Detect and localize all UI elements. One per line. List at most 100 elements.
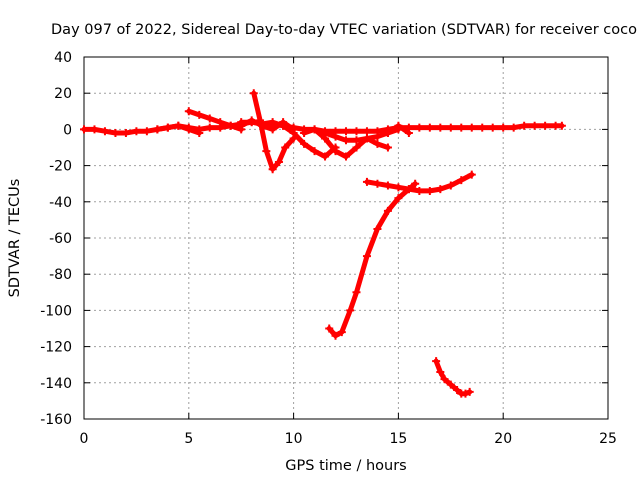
- y-tick-label: -40: [49, 195, 72, 211]
- x-tick-label: 0: [80, 431, 89, 447]
- series-arc-13: [432, 357, 474, 398]
- data-point: [174, 121, 183, 130]
- data-point: [289, 129, 298, 138]
- x-tick-label: 25: [599, 431, 617, 447]
- data-point: [432, 357, 441, 366]
- data-point: [457, 123, 466, 132]
- data-point: [184, 107, 193, 116]
- data-point: [184, 123, 193, 132]
- axis-ticks: 0 5 10 15 20 25 40 20 0 -20 -40 -60 -80 -100 -120 -140 -…: [40, 50, 617, 447]
- data-point: [352, 143, 361, 152]
- data-point: [465, 387, 474, 396]
- y-tick-label: 20: [54, 86, 72, 102]
- data-point: [337, 328, 346, 337]
- data-point: [520, 121, 529, 130]
- data-point: [153, 125, 162, 134]
- data-point: [321, 152, 330, 161]
- data-point: [321, 129, 330, 138]
- series-line: [433, 358, 473, 397]
- data-point: [268, 118, 277, 127]
- y-tick-label: 40: [54, 50, 72, 66]
- data-point: [352, 288, 361, 297]
- data-point: [216, 118, 225, 127]
- data-point: [436, 185, 445, 194]
- data-point: [352, 136, 361, 145]
- data-point: [453, 386, 462, 395]
- x-axis-label: GPS time / hours: [285, 458, 406, 474]
- data-point: [373, 132, 382, 141]
- data-point: [331, 331, 340, 340]
- data-point: [352, 127, 361, 136]
- data-series: [80, 89, 566, 398]
- data-point: [509, 123, 518, 132]
- data-point: [342, 152, 350, 161]
- x-tick-label: 15: [389, 431, 407, 447]
- data-point: [373, 224, 382, 233]
- data-point: [237, 121, 246, 130]
- data-point: [461, 389, 470, 398]
- y-tick-label: -160: [40, 412, 72, 428]
- chart-title: Day 097 of 2022, Sidereal Day-to-day VTE…: [51, 22, 637, 38]
- data-point: [446, 181, 455, 190]
- data-point: [530, 121, 539, 130]
- data-point: [331, 132, 340, 141]
- data-point: [488, 123, 497, 132]
- data-point: [249, 89, 258, 98]
- y-axis-label: SDTVAR / TECUs: [7, 179, 23, 298]
- data-point: [467, 170, 476, 179]
- data-point: [415, 186, 424, 195]
- grid-lines: [84, 57, 608, 419]
- data-point: [100, 127, 109, 136]
- data-point: [394, 121, 403, 130]
- data-point: [436, 123, 445, 132]
- data-point: [111, 129, 120, 138]
- data-point: [436, 367, 445, 376]
- y-tick-label: -80: [49, 267, 72, 283]
- data-point: [310, 147, 319, 156]
- data-point: [425, 186, 434, 195]
- data-point: [262, 147, 271, 156]
- data-point: [383, 143, 392, 152]
- data-point: [195, 125, 204, 134]
- data-point: [383, 206, 392, 215]
- data-point: [268, 125, 277, 134]
- data-point: [279, 121, 288, 130]
- data-point: [300, 129, 309, 138]
- data-point: [446, 380, 455, 389]
- data-point: [404, 185, 413, 194]
- series-line: [326, 181, 418, 339]
- data-point: [557, 121, 566, 130]
- data-point: [281, 143, 290, 152]
- data-point: [226, 121, 235, 130]
- data-point: [467, 123, 476, 132]
- data-point: [440, 375, 449, 384]
- data-point: [383, 129, 392, 138]
- data-point: [205, 114, 214, 123]
- y-tick-label: -120: [40, 340, 72, 356]
- data-point: [362, 252, 371, 261]
- x-tick-label: 20: [494, 431, 512, 447]
- y-tick-label: 0: [63, 122, 72, 138]
- data-point: [163, 123, 172, 132]
- data-point: [205, 123, 214, 132]
- data-point: [342, 136, 350, 145]
- series-arc-11: [362, 170, 476, 195]
- data-point: [90, 125, 99, 134]
- data-point: [268, 165, 277, 174]
- x-tick-label: 10: [285, 431, 303, 447]
- y-tick-label: -20: [49, 159, 72, 175]
- data-point: [411, 179, 420, 188]
- data-point: [310, 125, 319, 134]
- series-arc-12: [325, 179, 420, 340]
- data-point: [404, 129, 413, 138]
- data-point: [362, 127, 371, 136]
- data-point: [142, 127, 151, 136]
- data-point: [394, 183, 403, 192]
- data-point: [325, 324, 334, 333]
- series-arc-3: [184, 107, 246, 134]
- data-point: [362, 177, 371, 186]
- data-point: [121, 129, 130, 138]
- data-point: [446, 123, 455, 132]
- data-point: [415, 123, 424, 132]
- y-tick-label: -140: [40, 376, 72, 392]
